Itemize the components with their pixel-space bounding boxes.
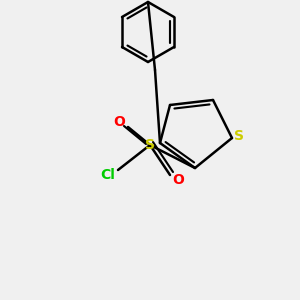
Text: O: O — [172, 173, 184, 187]
Text: S: S — [234, 129, 244, 143]
Text: S: S — [145, 138, 155, 152]
Text: O: O — [113, 115, 125, 129]
Text: Cl: Cl — [100, 168, 116, 182]
